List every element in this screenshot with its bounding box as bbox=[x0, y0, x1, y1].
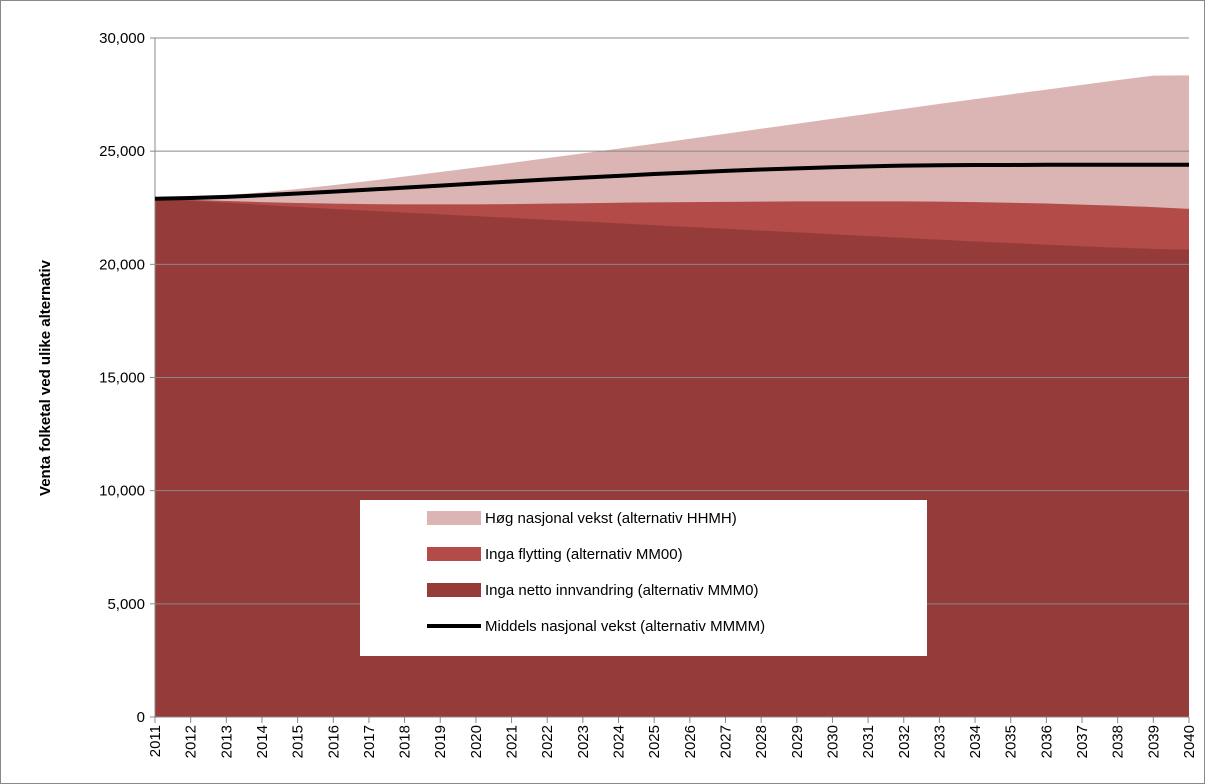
legend-box bbox=[360, 500, 927, 656]
x-tick-label: 2030 bbox=[824, 725, 841, 758]
y-axis-title: Venta folketal ved ulike alternativ bbox=[37, 259, 54, 496]
legend-label: Inga netto innvandring (alternativ MMM0) bbox=[485, 582, 758, 599]
y-tick-label: 0 bbox=[137, 709, 145, 726]
x-tick-label: 2015 bbox=[290, 725, 307, 758]
x-tick-label: 2038 bbox=[1110, 725, 1127, 758]
x-tick-label: 2034 bbox=[967, 725, 984, 758]
x-tick-label: 2024 bbox=[611, 725, 628, 758]
x-tick-label: 2014 bbox=[254, 725, 271, 758]
legend-label: Inga flytting (alternativ MM00) bbox=[485, 546, 683, 563]
x-tick-label: 2026 bbox=[682, 725, 699, 758]
x-tick-label: 2023 bbox=[575, 725, 592, 758]
y-tick-label: 10,000 bbox=[99, 483, 145, 500]
x-tick-label: 2016 bbox=[325, 725, 342, 758]
x-tick-label: 2027 bbox=[717, 725, 734, 758]
y-tick-label: 15,000 bbox=[99, 370, 145, 387]
x-tick-label: 2012 bbox=[183, 725, 200, 758]
legend: Høg nasjonal vekst (alternativ HHMH) Inga… bbox=[360, 500, 927, 656]
x-tick-label: 2039 bbox=[1145, 725, 1162, 758]
x-tick-label: 2013 bbox=[218, 725, 235, 758]
y-tick-label: 25,000 bbox=[99, 143, 145, 160]
y-tick-label: 30,000 bbox=[99, 30, 145, 47]
x-tick-label: 2025 bbox=[646, 725, 663, 758]
x-tick-label: 2029 bbox=[789, 725, 806, 758]
y-tick-label: 20,000 bbox=[99, 256, 145, 273]
y-tick-label: 5,000 bbox=[107, 596, 145, 613]
x-tick-label: 2031 bbox=[860, 725, 877, 758]
legend-label: Middels nasjonal vekst (alternativ MMMM) bbox=[485, 618, 765, 635]
legend-swatch bbox=[427, 547, 481, 561]
x-tick-label: 2022 bbox=[539, 725, 556, 758]
line bbox=[154, 162, 1189, 201]
x-tick-label: 2011 bbox=[147, 725, 164, 757]
x-tick-label: 2040 bbox=[1181, 725, 1198, 758]
x-tick-label: 2036 bbox=[1038, 725, 1055, 758]
x-tick-label: 2032 bbox=[896, 725, 913, 758]
x-tick-label: 2018 bbox=[397, 725, 414, 758]
x-tick-label: 2019 bbox=[432, 725, 449, 758]
x-tick-label: 2033 bbox=[931, 725, 948, 758]
x-tick-label: 2037 bbox=[1074, 725, 1091, 758]
x-tick-label: 2020 bbox=[468, 725, 485, 758]
legend-swatch bbox=[427, 511, 481, 525]
x-tick-label: 2017 bbox=[361, 725, 378, 758]
legend-label: Høg nasjonal vekst (alternativ HHMH) bbox=[485, 510, 737, 527]
x-tick-label: 2035 bbox=[1003, 725, 1020, 758]
x-tick-label: 2021 bbox=[504, 725, 521, 758]
legend-swatch bbox=[427, 583, 481, 597]
x-tick-label: 2028 bbox=[753, 725, 770, 758]
